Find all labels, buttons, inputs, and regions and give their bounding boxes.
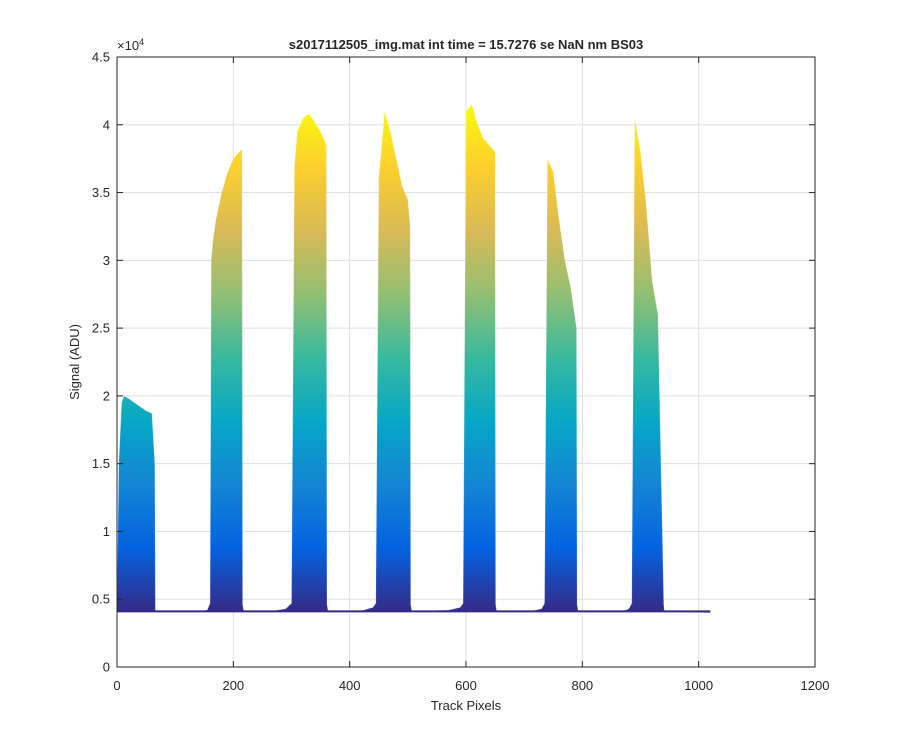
y-tick-label: 3.5 xyxy=(92,185,110,200)
x-tick-label: 400 xyxy=(339,678,361,693)
axis-ticks: 0 200 400 600 800 1000 1200 0 0.5 1 1.5 2 2.5 3 3.5 4 4.… xyxy=(92,50,830,694)
y-tick-label: 1.5 xyxy=(92,456,110,471)
x-tick-label: 600 xyxy=(455,678,477,693)
x-tick-label: 1200 xyxy=(801,678,830,693)
signal-series xyxy=(117,103,711,614)
y-tick-label: 2.5 xyxy=(92,321,110,336)
y-axis-label: Signal (ADU) xyxy=(67,324,82,400)
y-exponent-power: 4 xyxy=(139,37,144,47)
x-tick-label: 800 xyxy=(571,678,593,693)
y-exponent-label: ×104 xyxy=(117,37,144,53)
y-tick-label: 4.5 xyxy=(92,50,110,65)
x-tick-label: 1000 xyxy=(684,678,713,693)
x-tick-label: 0 xyxy=(113,678,120,693)
y-tick-label: 3 xyxy=(103,253,110,268)
signal-envelope-line xyxy=(117,103,711,614)
y-tick-label: 4 xyxy=(103,117,110,132)
x-axis-label: Track Pixels xyxy=(431,698,502,713)
y-tick-label: 2 xyxy=(103,388,110,403)
y-tick-label: 0 xyxy=(103,660,110,675)
y-tick-label: 1 xyxy=(103,524,110,539)
x-tick-label: 200 xyxy=(222,678,244,693)
signal-area xyxy=(117,104,711,613)
y-tick-label: 0.5 xyxy=(92,592,110,607)
chart-title: s2017112505_img.mat int time = 15.7276 s… xyxy=(289,37,643,52)
